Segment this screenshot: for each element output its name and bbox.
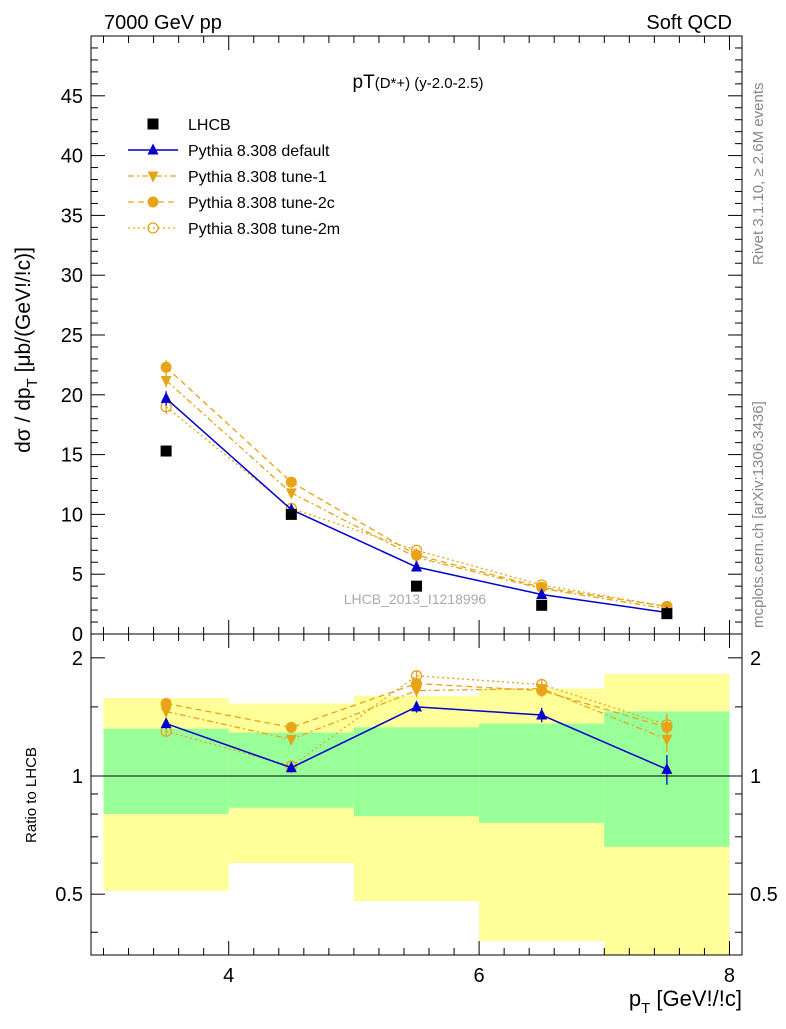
ratio-y-tick-label-1: 1 (72, 766, 83, 788)
main-series-2 (160, 373, 673, 616)
main-y-tick-label-9: 45 (61, 86, 83, 108)
main-point-2-1 (285, 488, 297, 500)
main-y-axis-label: dσ / dpT [μb/(GeV!/!c)] (12, 247, 41, 453)
main-point-1-0 (160, 391, 172, 403)
main-panel: pT(D*+) (y-2.0-2.5) dσ / dpT [μb/(GeV!/!… (12, 35, 743, 646)
main-point-2-2 (411, 552, 422, 564)
ratio-frame (90, 633, 743, 956)
main-title: pT(D*+) (y-2.0-2.5) (353, 72, 484, 93)
legend-marker-0 (147, 118, 159, 130)
x-tick-label-0: 4 (223, 965, 234, 987)
ratio-point-1-0 (160, 706, 172, 718)
ratio-band-inner-3 (479, 723, 605, 823)
main-y-tick-label-7: 35 (61, 205, 83, 227)
ratio-point-1-3 (536, 684, 548, 696)
main-point-3-0 (160, 361, 172, 373)
legend-label-3: Pythia 8.308 tune-2c (188, 195, 335, 212)
main-point-0-0 (160, 445, 172, 457)
main-point-1-2 (411, 560, 422, 572)
ratio-panel: Ratio to LHCB pT [GeV!/!c] 0.5 0.5 1 1 2 2 4 6 8 (23, 633, 778, 1017)
ratio-y-tick-label-0: 0.5 (55, 884, 83, 906)
ratio-point-0-1 (285, 761, 297, 773)
ratio-point-0-3 (536, 708, 548, 720)
ratio-series-line-3 (165, 675, 668, 767)
process-label: Soft QCD (646, 12, 732, 34)
legend-marker-1 (147, 143, 159, 155)
main-y-tick-label-8: 40 (61, 146, 83, 168)
legend-label-4: Pythia 8.308 tune-2m (188, 221, 340, 238)
ratio-point-2-0 (160, 698, 172, 710)
ratio-point-1-2 (411, 686, 422, 698)
main-point-0-2 (411, 580, 422, 592)
main-y-tick-label-2: 10 (61, 504, 83, 526)
main-y-tick-label-5: 25 (61, 325, 83, 347)
legend: LHCB Pythia 8.308 default Pythia 8.308 tun… (128, 117, 340, 238)
ratio-point-0-0 (160, 717, 172, 729)
legend-label-1: Pythia 8.308 default (188, 143, 330, 160)
main-y-tick-label-0: 0 (72, 624, 83, 646)
main-point-0-4 (661, 608, 673, 620)
legend-marker-4 (147, 222, 159, 234)
main-point-3-1 (285, 476, 297, 488)
ratio-y-tick-label-right-0: 0.5 (750, 884, 778, 906)
x-axis-label: pT [GeV!/!c] (629, 986, 742, 1017)
main-y-tick-label-3: 15 (61, 445, 83, 467)
main-series-0 (160, 445, 673, 620)
main-series-3 (160, 360, 673, 612)
ratio-series-0 (160, 700, 673, 785)
ratio-point-0-2 (411, 700, 422, 712)
main-point-0-3 (536, 599, 548, 611)
ratio-point-1-1 (285, 734, 297, 746)
main-series-4 (160, 399, 673, 613)
x-tick-label-2: 8 (724, 965, 735, 987)
ratio-y-tick-label-right-2: 2 (750, 648, 761, 670)
main-y-tick-label-4: 20 (61, 385, 83, 407)
main-point-0-1 (285, 508, 297, 520)
legend-marker-2 (147, 171, 159, 183)
ratio-y-tick-label-2: 2 (72, 648, 83, 670)
main-point-2-0 (160, 375, 172, 387)
main-series-line-4 (165, 406, 667, 608)
ratio-y-tick-label-right-1: 1 (750, 766, 761, 788)
energy-label: 7000 GeV pp (104, 12, 222, 34)
ratio-series-1 (160, 682, 673, 753)
main-series-line-1 (165, 397, 667, 614)
ratio-band-inner-0 (103, 728, 229, 815)
rivet-label: Rivet 3.1.10, ≥ 2.6M events (750, 83, 767, 266)
main-point-1-3 (536, 588, 548, 600)
ratio-band-inner-2 (353, 727, 480, 817)
main-series-line-2 (165, 379, 667, 610)
ratio-point-0-4 (661, 762, 673, 774)
legend-label-2: Pythia 8.308 tune-1 (188, 169, 327, 186)
main-y-tick-label-1: 5 (72, 564, 83, 586)
x-tick-label-1: 6 (474, 965, 485, 987)
ratio-point-1-4 (661, 734, 673, 746)
ratio-y-axis-label: Ratio to LHCB (23, 747, 40, 843)
main-y-tick-label-6: 30 (61, 265, 83, 287)
legend-label-0: LHCB (188, 117, 231, 134)
watermark: LHCB_2013_I1218996 (344, 591, 487, 607)
ratio-point-2-1 (285, 721, 297, 733)
legend-marker-3 (147, 196, 159, 208)
mcplots-label: mcplots.cern.ch [arXiv:1306.3436] (750, 401, 767, 628)
